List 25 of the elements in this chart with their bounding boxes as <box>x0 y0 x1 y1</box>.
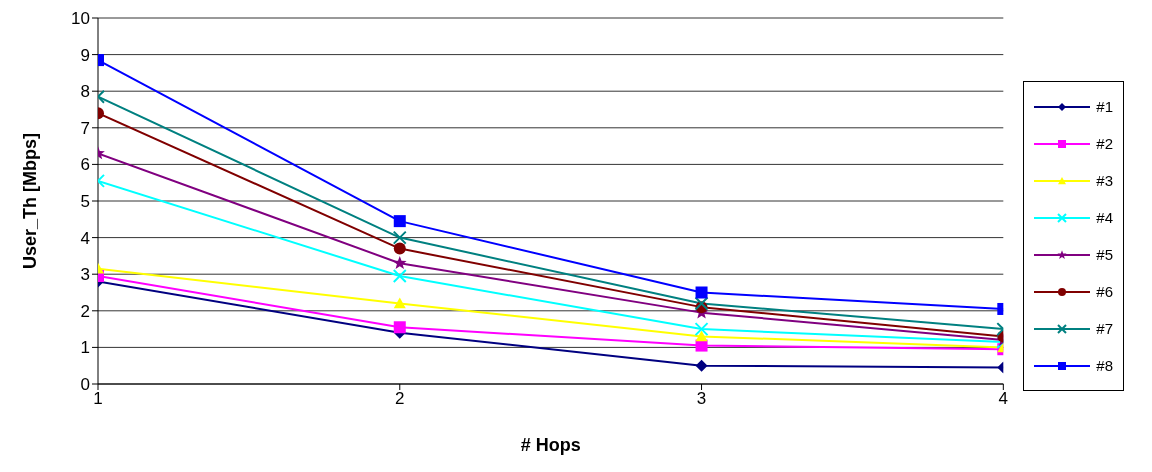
legend-label: #2 <box>1096 135 1113 152</box>
x-tick-label: 3 <box>696 389 707 409</box>
y-tick-label: 6 <box>80 155 90 175</box>
legend-label: #3 <box>1096 172 1113 189</box>
legend-label: #6 <box>1096 283 1113 300</box>
legend-label: #4 <box>1096 209 1113 226</box>
x-axis-title: # Hops <box>520 435 581 455</box>
x-tick-label: 1 <box>93 389 103 409</box>
y-tick-label: 5 <box>80 192 90 212</box>
y-tick-label: 10 <box>71 9 90 29</box>
y-axis-title: User_Th [Mbps] <box>20 132 41 270</box>
x-tick-label: 4 <box>998 389 1009 409</box>
legend-label: #1 <box>1096 98 1113 115</box>
y-tick-label: 2 <box>80 301 90 321</box>
x-tick-label: 2 <box>395 389 405 409</box>
y-tick-label: 9 <box>80 45 90 65</box>
y-tick-label: 0 <box>80 375 90 395</box>
legend-label: #8 <box>1096 357 1113 374</box>
y-tick-label: 7 <box>80 118 90 138</box>
legend-label: #5 <box>1096 246 1113 263</box>
y-tick-label: 1 <box>80 338 90 358</box>
y-tick-label: 3 <box>80 265 90 285</box>
y-tick-label: 8 <box>80 82 90 102</box>
legend-label: #7 <box>1096 320 1113 337</box>
y-tick-label: 4 <box>80 228 90 248</box>
